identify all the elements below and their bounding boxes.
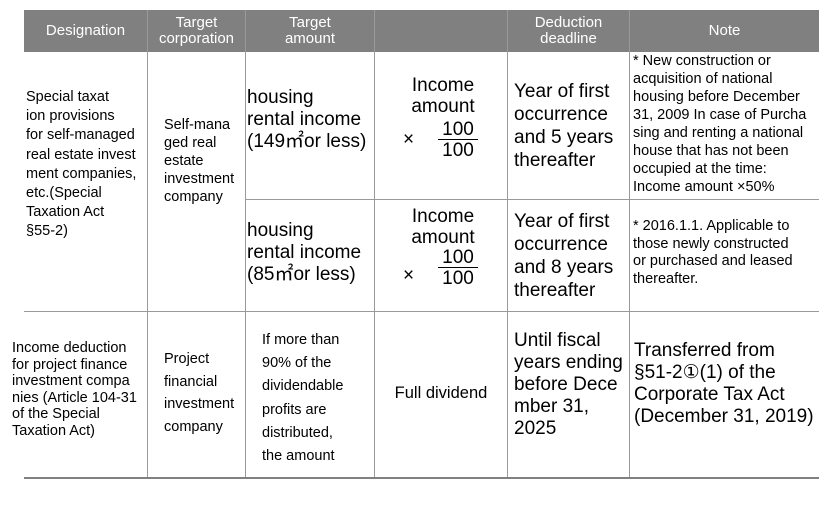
header-target-corporation: Target corporation bbox=[148, 10, 245, 52]
tax-deduction-table: Designation Target corporation Target am… bbox=[12, 10, 819, 479]
header-deduction-deadline: Deduction deadline bbox=[508, 10, 629, 52]
column-divider bbox=[374, 10, 375, 477]
row1b-deadline: Year of first occurrence and 8 years the… bbox=[514, 211, 614, 301]
row1a-target-amount: housing rental income (149㎡or less) bbox=[247, 87, 367, 152]
row1a-formula-label: Income amount bbox=[411, 75, 475, 117]
row1a-numerator: 100 bbox=[438, 120, 478, 140]
column-divider bbox=[245, 10, 246, 477]
column-divider bbox=[507, 10, 508, 477]
row1b-formula-label: Income amount bbox=[411, 206, 475, 248]
column-divider bbox=[629, 10, 630, 477]
row1a-fraction: 100 100 bbox=[438, 120, 478, 161]
row1-designation: Special taxat ion provisions for self-ma… bbox=[26, 89, 137, 240]
header-designation: Designation bbox=[24, 10, 147, 52]
header-note: Note bbox=[630, 10, 819, 52]
table-bottom-rule bbox=[24, 477, 819, 479]
row1b-note: * 2016.1.1. Applicable to those newly co… bbox=[633, 218, 793, 287]
row2-corporation: Project financial investment company bbox=[164, 351, 235, 435]
row1b-times-sign: × bbox=[403, 265, 415, 286]
row1b-denominator: 100 bbox=[442, 268, 474, 289]
row1b-target-amount: housing rental income (85㎡or less) bbox=[247, 220, 362, 285]
row1b-numerator: 100 bbox=[438, 248, 478, 268]
row1a-note: * New construction or acquisition of nat… bbox=[633, 53, 807, 195]
column-divider bbox=[147, 10, 148, 477]
row1a-denominator: 100 bbox=[442, 140, 474, 161]
row2-target-amount: If more than 90% of the dividendable pro… bbox=[262, 332, 344, 465]
row1-corporation: Self-mana ged real estate investment com… bbox=[164, 117, 235, 205]
row1a-times-sign: × bbox=[403, 129, 415, 150]
row2-formula: Full dividend bbox=[394, 384, 488, 402]
row2-deadline: Until fiscal years ending before Dece mb… bbox=[514, 330, 623, 439]
row2-designation: Income deduction for project finance inv… bbox=[12, 340, 137, 439]
header-target-amount: Target amount bbox=[246, 10, 374, 52]
header-formula bbox=[375, 10, 507, 52]
sub-row-divider bbox=[245, 199, 819, 200]
row1a-deadline: Year of first occurrence and 5 years the… bbox=[514, 81, 614, 171]
row1b-fraction: 100 100 bbox=[438, 248, 478, 289]
row-divider bbox=[24, 311, 819, 312]
row2-note: Transferred from §51-2①(1) of the Corpor… bbox=[634, 340, 814, 427]
